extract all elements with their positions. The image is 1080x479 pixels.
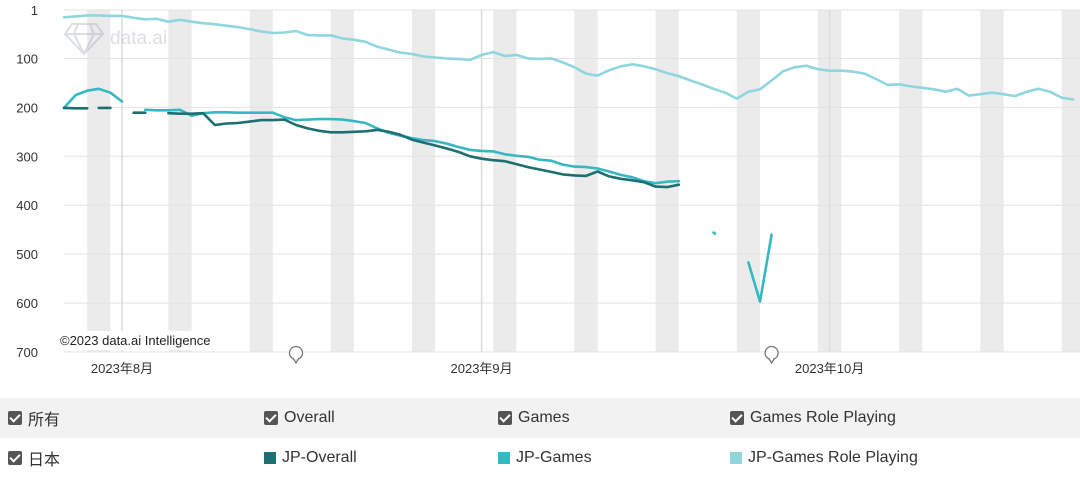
weekend-band bbox=[980, 10, 1004, 352]
event-pin-icon bbox=[764, 345, 779, 365]
legend-swatch-jp-overall bbox=[264, 452, 276, 464]
y-axis: 1 100 200 300 400 500 600 700 bbox=[16, 3, 38, 360]
checkbox-checked-icon[interactable] bbox=[264, 411, 278, 425]
y-tick-label: 500 bbox=[16, 247, 38, 262]
y-tick-label: 100 bbox=[16, 51, 38, 66]
month-marker-lines bbox=[121, 10, 831, 352]
legend-item-jp-overall[interactable]: JP-Overall bbox=[264, 438, 357, 478]
legend-item-jp-games-role-playing[interactable]: JP-Games Role Playing bbox=[730, 438, 918, 478]
y-tick-label: 700 bbox=[16, 345, 38, 360]
checkbox-checked-icon[interactable] bbox=[498, 411, 512, 425]
x-tick-label: 2023年10月 bbox=[795, 361, 864, 376]
weekend-band bbox=[1061, 10, 1080, 352]
legend-label-jp-games: JP-Games bbox=[516, 449, 592, 466]
filter-games[interactable]: Games bbox=[498, 398, 570, 438]
filter-country-japan[interactable]: 日本 bbox=[8, 438, 60, 478]
series-lines bbox=[62, 14, 1075, 303]
filter-games-label: Games bbox=[518, 409, 570, 426]
filter-all[interactable]: 所有 bbox=[8, 398, 60, 438]
filter-panel: 所有 Overall Games Games Role Playing 日本 J… bbox=[0, 398, 1080, 479]
legend-swatch-jp-games bbox=[498, 452, 510, 464]
weekend-band bbox=[330, 10, 354, 352]
legend-item-jp-games[interactable]: JP-Games bbox=[498, 438, 592, 478]
legend-swatch-jp-games-rpg bbox=[730, 452, 742, 464]
watermark: data.ai bbox=[64, 22, 167, 56]
weekend-bands bbox=[87, 10, 1080, 352]
legend-label-jp-games-rpg: JP-Games Role Playing bbox=[748, 449, 918, 466]
weekend-band bbox=[87, 10, 111, 352]
weekend-band bbox=[574, 10, 598, 352]
x-tick-label: 2023年9月 bbox=[451, 361, 513, 376]
y-tick-label: 300 bbox=[16, 149, 38, 164]
filter-overall[interactable]: Overall bbox=[264, 398, 335, 438]
series-line-jp-overall bbox=[167, 111, 681, 189]
weekend-band bbox=[249, 10, 273, 352]
y-tick-label: 600 bbox=[16, 296, 38, 311]
copyright-credit: ©2023 data.ai Intelligence bbox=[56, 331, 215, 350]
category-filter-row: 所有 Overall Games Games Role Playing bbox=[0, 398, 1080, 438]
weekend-band bbox=[899, 10, 923, 352]
series-line-jp-games bbox=[712, 231, 717, 235]
weekend-band bbox=[412, 10, 436, 352]
checkbox-checked-icon[interactable] bbox=[730, 411, 744, 425]
legend-label-jp-overall: JP-Overall bbox=[282, 449, 357, 466]
event-markers bbox=[288, 345, 779, 365]
data-ai-logo-icon bbox=[64, 23, 104, 56]
x-axis: 2023年8月 2023年9月 2023年10月 bbox=[91, 361, 864, 376]
watermark-text: data.ai bbox=[110, 28, 168, 49]
weekend-band bbox=[493, 10, 517, 352]
filter-rpg-label: Games Role Playing bbox=[750, 409, 896, 426]
country-legend-row: 日本 JP-Overall JP-Games JP-Games Role Pla… bbox=[0, 438, 1080, 478]
filter-overall-label: Overall bbox=[284, 409, 335, 426]
series-line-jp-games bbox=[747, 233, 773, 303]
y-tick-label: 1 bbox=[31, 3, 38, 18]
series-line-jp-games bbox=[62, 87, 124, 110]
weekend-band bbox=[736, 10, 760, 352]
series-line-jp-games-rpg bbox=[62, 14, 1075, 101]
grid-lines bbox=[64, 9, 1080, 353]
y-tick-label: 400 bbox=[16, 198, 38, 213]
checkbox-checked-icon[interactable] bbox=[8, 411, 22, 425]
filter-country-label: 日本 bbox=[28, 452, 61, 469]
checkbox-checked-icon[interactable] bbox=[8, 451, 22, 465]
event-pin-icon bbox=[288, 345, 304, 365]
y-tick-label: 200 bbox=[16, 100, 38, 115]
filter-games-role-playing[interactable]: Games Role Playing bbox=[730, 398, 896, 438]
x-tick-label: 2023年8月 bbox=[91, 361, 153, 376]
weekend-band bbox=[168, 10, 192, 352]
filter-all-label: 所有 bbox=[28, 412, 61, 429]
series-line-jp-games bbox=[143, 108, 681, 185]
